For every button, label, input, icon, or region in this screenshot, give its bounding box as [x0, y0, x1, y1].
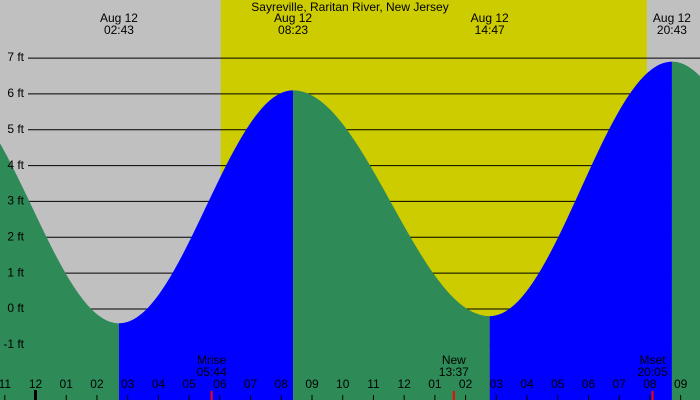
x-tick-label: 04	[520, 377, 534, 391]
y-tick-label: 2 ft	[7, 229, 24, 243]
y-tick-label: 1 ft	[7, 265, 24, 279]
x-tick-label: 07	[613, 377, 627, 391]
tide-date: Aug 12	[653, 11, 691, 25]
x-tick-label: 11	[0, 377, 11, 391]
x-tick-label: 12	[397, 377, 411, 391]
tide-time: 20:43	[657, 23, 687, 37]
tide-date: Aug 12	[274, 11, 312, 25]
event-label: Mset	[639, 353, 666, 367]
tide-time: 02:43	[104, 23, 134, 37]
x-tick-label: 11	[367, 377, 380, 391]
x-tick-label: 06	[582, 377, 596, 391]
x-tick-label: 10	[336, 377, 350, 391]
tide-area	[0, 143, 119, 400]
x-tick-label: 02	[459, 377, 473, 391]
chart-title: Sayreville, Raritan River, New Jersey	[251, 0, 448, 14]
x-tick-label: 02	[90, 377, 104, 391]
event-time: 20:05	[637, 365, 667, 379]
y-tick-label: 0 ft	[7, 301, 24, 315]
y-tick-label: 6 ft	[7, 86, 24, 100]
tide-area	[489, 61, 672, 400]
x-tick-label: 08	[643, 377, 657, 391]
tide-time: 14:47	[475, 23, 505, 37]
tide-time: 08:23	[278, 23, 308, 37]
tide-area	[671, 61, 700, 400]
y-tick-label: 7 ft	[7, 50, 24, 64]
x-tick-label: 03	[121, 377, 135, 391]
x-tick-label: 01	[60, 377, 74, 391]
x-tick-label: 09	[305, 377, 319, 391]
x-tick-label: 07	[244, 377, 258, 391]
event-time: 13:37	[439, 365, 469, 379]
x-tick-label: 08	[275, 377, 289, 391]
x-tick-label: 04	[152, 377, 166, 391]
y-tick-label: -1 ft	[3, 337, 24, 351]
tide-date: Aug 12	[100, 11, 138, 25]
event-time: 05:44	[197, 365, 227, 379]
x-tick-label: 06	[213, 377, 227, 391]
y-tick-label: 4 ft	[7, 158, 24, 172]
x-tick-label: 05	[182, 377, 196, 391]
x-tick-label: 03	[490, 377, 504, 391]
event-label: New	[442, 353, 466, 367]
x-tick-label: 05	[551, 377, 565, 391]
tide-date: Aug 12	[471, 11, 509, 25]
x-tick-label: 12	[29, 377, 43, 391]
y-tick-label: 3 ft	[7, 194, 24, 208]
event-label: Mrise	[197, 353, 227, 367]
x-tick-label: 01	[428, 377, 442, 391]
tide-area	[118, 90, 294, 400]
tide-area	[293, 90, 490, 400]
x-tick-label: 09	[674, 377, 688, 391]
y-tick-label: 5 ft	[7, 122, 24, 136]
